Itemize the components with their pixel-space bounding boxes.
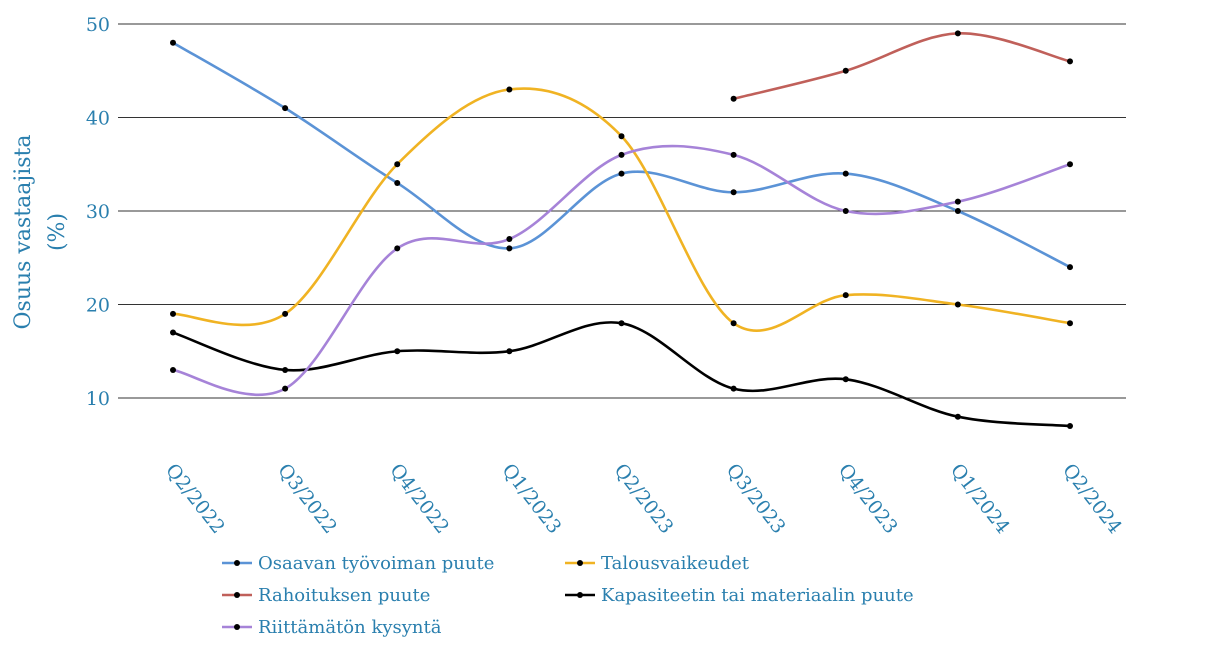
legend-marker [234, 592, 240, 598]
legend-marker [234, 624, 240, 630]
data-point [954, 301, 961, 308]
data-point [282, 385, 289, 392]
legend-item[interactable]: Talousvaikeudet [565, 553, 750, 574]
legend-label: Osaavan työvoiman puute [258, 553, 494, 574]
data-point [506, 245, 513, 252]
data-point [954, 30, 961, 37]
series-line [172, 87, 1071, 332]
x-tick-label: Q2/2023 [610, 460, 678, 538]
legend-marker [234, 560, 240, 566]
data-point [954, 198, 961, 205]
data-point [1067, 320, 1073, 327]
legend-marker [577, 560, 583, 566]
data-point [170, 366, 176, 373]
data-point [954, 413, 961, 420]
data-point [730, 385, 737, 392]
series-lines [170, 30, 1073, 430]
y-axis-title-text: Osuus vastaajista (%) [11, 135, 70, 330]
series-4 [172, 144, 1071, 397]
y-tick-label: 30 [86, 201, 110, 223]
y-tick-label: 10 [86, 388, 110, 410]
series-1 [172, 87, 1071, 332]
legend-item[interactable]: Osaavan työvoiman puute [222, 553, 494, 574]
legend-label: Talousvaikeudet [601, 553, 750, 574]
legend-label: Kapasiteetin tai materiaalin puute [601, 585, 914, 606]
series-0 [172, 41, 1071, 269]
y-axis-title: Osuus vastaajista (%) [11, 135, 70, 330]
data-point [506, 236, 513, 243]
series-line [733, 32, 1071, 101]
series-line [172, 41, 1071, 269]
x-tick-label: Q3/2022 [273, 460, 341, 538]
legend-item[interactable]: Rahoituksen puute [222, 585, 430, 606]
data-point [1067, 264, 1073, 271]
x-axis-ticks: Q2/2022 Q3/2022 Q4/2022 Q1/2023 Q2/2023 Q3/20… [161, 460, 1126, 538]
data-point [842, 376, 849, 383]
y-axis-title-line: (%) [45, 213, 70, 251]
data-point [730, 151, 737, 158]
legend-item[interactable]: Kapasiteetin tai materiaalin puute [565, 585, 914, 606]
y-tick-label: 40 [86, 108, 110, 130]
y-axis-title-line: Osuus vastaajista [11, 135, 36, 330]
legend-label: Riittämätön kysyntä [258, 617, 442, 638]
x-tick-label: Q1/2024 [946, 460, 1014, 538]
x-tick-label: Q1/2023 [497, 460, 565, 538]
y-axis-ticks: 10 20 30 40 50 [86, 14, 110, 410]
data-point [394, 348, 401, 355]
data-point [170, 39, 176, 46]
data-point [618, 151, 625, 158]
data-point [394, 245, 401, 252]
x-tick-label: Q2/2022 [161, 460, 229, 538]
data-point [730, 320, 737, 327]
data-point [170, 329, 176, 336]
series-2 [733, 32, 1071, 101]
x-tick-label: Q4/2022 [385, 460, 453, 538]
data-point [170, 310, 176, 317]
data-point [842, 208, 849, 214]
grid [118, 23, 1126, 399]
data-point [618, 170, 625, 177]
data-point [394, 161, 401, 168]
data-point [394, 179, 401, 186]
series-3 [172, 321, 1071, 428]
legend[interactable]: Osaavan työvoiman puute Talousvaikeudet Ra… [222, 553, 914, 638]
data-point [1067, 161, 1073, 168]
x-tick-label: Q2/2024 [1058, 460, 1126, 538]
data-point [282, 105, 289, 112]
legend-item[interactable]: Riittämätön kysyntä [222, 617, 442, 638]
legend-marker [577, 592, 583, 598]
data-point [1067, 423, 1073, 430]
series-line [172, 144, 1071, 397]
data-point [842, 292, 849, 299]
data-point [730, 189, 737, 196]
data-point [730, 95, 737, 102]
x-tick-label: Q4/2023 [834, 460, 902, 538]
data-point [618, 320, 625, 327]
series-line [172, 321, 1071, 428]
series-points [170, 30, 1073, 430]
data-point [506, 86, 513, 93]
y-tick-label: 20 [86, 295, 110, 317]
data-point [842, 67, 849, 74]
data-point [618, 133, 625, 140]
data-point [282, 310, 289, 317]
data-point [954, 208, 961, 214]
legend-label: Rahoituksen puute [258, 585, 430, 606]
y-tick-label: 50 [86, 14, 110, 36]
data-point [506, 348, 513, 355]
x-tick-label: Q3/2023 [722, 460, 790, 538]
data-point [842, 170, 849, 177]
data-point [1067, 58, 1073, 65]
data-point [282, 366, 289, 373]
